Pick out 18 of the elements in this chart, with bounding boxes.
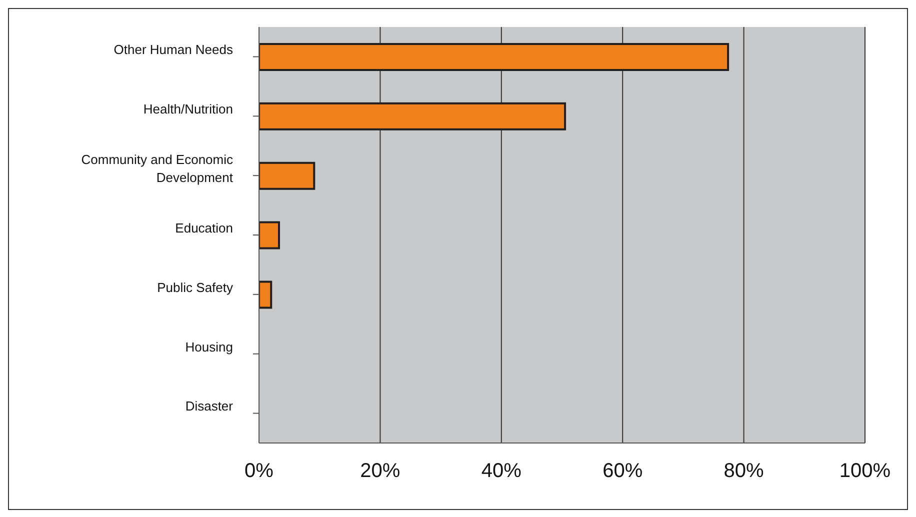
bar: [259, 102, 566, 130]
y-tick-label: Community and Economic Development: [81, 152, 234, 186]
bar: [259, 43, 730, 71]
y-tick-label: Health/Nutrition: [143, 102, 233, 117]
bar: [259, 162, 316, 190]
x-tick-label: 80%: [724, 460, 764, 482]
y-tick-label: Education: [175, 220, 233, 236]
y-tick-label: Housing: [185, 339, 233, 354]
y-tick-label: Public Safety: [157, 280, 234, 295]
bar: [259, 280, 272, 309]
x-tick-label: 100%: [839, 460, 891, 482]
x-tick-label: 0%: [244, 460, 274, 482]
y-tick-label: Other Human Needs: [114, 42, 234, 58]
x-tick-label: 20%: [360, 460, 400, 482]
x-tick-label: 40%: [481, 460, 522, 482]
x-tick-label: 60%: [602, 460, 643, 482]
bar: [259, 221, 280, 250]
y-tick-label: Disaster: [185, 398, 234, 414]
